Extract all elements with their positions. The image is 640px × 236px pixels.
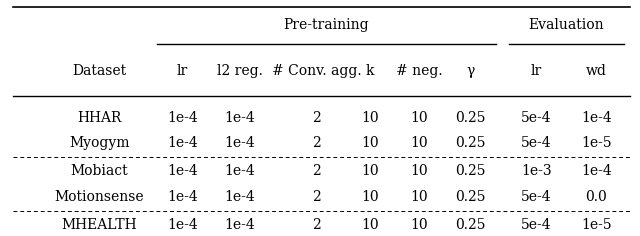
Text: 10: 10 bbox=[361, 218, 379, 232]
Text: l2 reg.: l2 reg. bbox=[217, 64, 263, 78]
Text: HHAR: HHAR bbox=[77, 111, 122, 125]
Text: # Conv. agg.: # Conv. agg. bbox=[272, 64, 362, 78]
Text: 1e-4: 1e-4 bbox=[167, 164, 198, 178]
Text: γ: γ bbox=[467, 64, 474, 78]
Text: MHEALTH: MHEALTH bbox=[61, 218, 137, 232]
Text: 1e-5: 1e-5 bbox=[581, 218, 612, 232]
Text: 10: 10 bbox=[361, 190, 379, 204]
Text: 1e-4: 1e-4 bbox=[581, 111, 612, 125]
Text: 0.25: 0.25 bbox=[455, 164, 486, 178]
Text: 2: 2 bbox=[312, 136, 321, 150]
Text: 1e-4: 1e-4 bbox=[167, 218, 198, 232]
Text: Dataset: Dataset bbox=[72, 64, 126, 78]
Text: 10: 10 bbox=[361, 164, 379, 178]
Text: 0.25: 0.25 bbox=[455, 111, 486, 125]
Text: 1e-4: 1e-4 bbox=[225, 111, 255, 125]
Text: 1e-4: 1e-4 bbox=[581, 164, 612, 178]
Text: 1e-5: 1e-5 bbox=[581, 136, 612, 150]
Text: 1e-4: 1e-4 bbox=[225, 136, 255, 150]
Text: 10: 10 bbox=[410, 164, 428, 178]
Text: 1e-4: 1e-4 bbox=[167, 111, 198, 125]
Text: lr: lr bbox=[177, 64, 188, 78]
Text: 1e-4: 1e-4 bbox=[225, 164, 255, 178]
Text: 5e-4: 5e-4 bbox=[521, 190, 552, 204]
Text: Myogym: Myogym bbox=[69, 136, 129, 150]
Text: wd: wd bbox=[586, 64, 607, 78]
Text: 1e-3: 1e-3 bbox=[521, 164, 552, 178]
Text: Pre-training: Pre-training bbox=[284, 18, 369, 32]
Text: 1e-4: 1e-4 bbox=[225, 190, 255, 204]
Text: 2: 2 bbox=[312, 218, 321, 232]
Text: 2: 2 bbox=[312, 190, 321, 204]
Text: 2: 2 bbox=[312, 164, 321, 178]
Text: 2: 2 bbox=[312, 111, 321, 125]
Text: 0.25: 0.25 bbox=[455, 136, 486, 150]
Text: 1e-4: 1e-4 bbox=[225, 218, 255, 232]
Text: 10: 10 bbox=[410, 190, 428, 204]
Text: Motionsense: Motionsense bbox=[54, 190, 144, 204]
Text: Evaluation: Evaluation bbox=[529, 18, 604, 32]
Text: 10: 10 bbox=[410, 111, 428, 125]
Text: 0.25: 0.25 bbox=[455, 218, 486, 232]
Text: lr: lr bbox=[531, 64, 542, 78]
Text: 5e-4: 5e-4 bbox=[521, 136, 552, 150]
Text: Mobiact: Mobiact bbox=[70, 164, 128, 178]
Text: 10: 10 bbox=[361, 111, 379, 125]
Text: 10: 10 bbox=[410, 218, 428, 232]
Text: k: k bbox=[365, 64, 374, 78]
Text: 5e-4: 5e-4 bbox=[521, 218, 552, 232]
Text: 1e-4: 1e-4 bbox=[167, 136, 198, 150]
Text: 10: 10 bbox=[361, 136, 379, 150]
Text: # neg.: # neg. bbox=[396, 64, 442, 78]
Text: 0.25: 0.25 bbox=[455, 190, 486, 204]
Text: 1e-4: 1e-4 bbox=[167, 190, 198, 204]
Text: 5e-4: 5e-4 bbox=[521, 111, 552, 125]
Text: 0.0: 0.0 bbox=[586, 190, 607, 204]
Text: 10: 10 bbox=[410, 136, 428, 150]
